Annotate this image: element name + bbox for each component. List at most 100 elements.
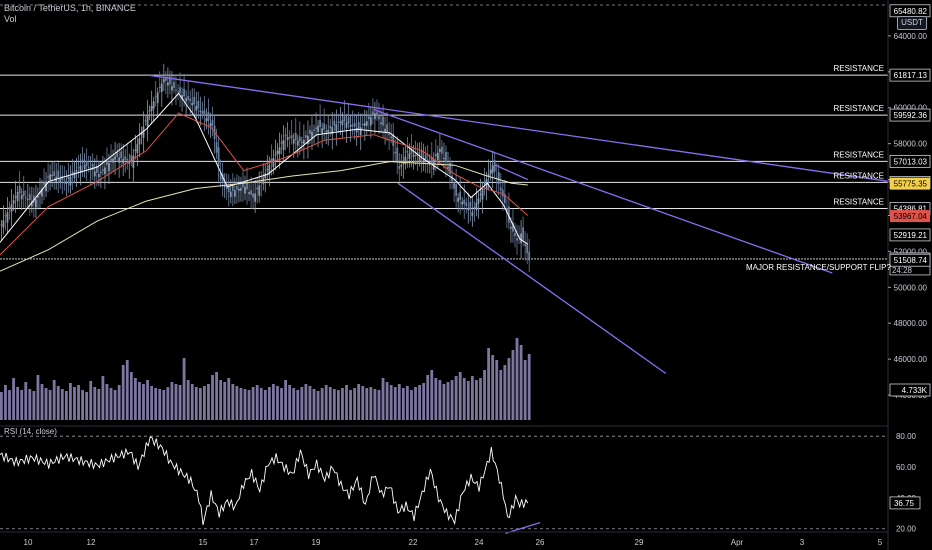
volume-bar [280, 388, 283, 420]
trendline [373, 108, 833, 274]
volume-bar [406, 386, 409, 420]
candle-body [443, 158, 445, 160]
candle-body [453, 183, 455, 189]
rsi-value-label: 36.75 [894, 499, 915, 508]
candle-body [516, 238, 518, 241]
volume-bar [117, 385, 121, 420]
price-marker-label: 53967.04 [894, 212, 928, 221]
candle-body [99, 171, 102, 173]
symbol-title[interactable]: Bitcoin / TetherUS, 1h, BINANCE [4, 3, 136, 13]
candle-body [514, 232, 516, 237]
volume-bar [373, 389, 377, 420]
candle-body [2, 220, 5, 228]
candle-body [6, 212, 9, 223]
price-marker-label: 54386.81 [894, 205, 928, 214]
price-marker-box [890, 210, 930, 223]
candle-body [87, 166, 90, 168]
volume-bar [345, 385, 348, 420]
volume-bar [32, 391, 36, 420]
candle-body [199, 110, 202, 112]
volume-bar [462, 378, 466, 420]
volume-bar [479, 378, 482, 420]
candle-body [321, 128, 324, 134]
price-marker-label: 65480.82 [894, 7, 928, 16]
volume-bar [263, 390, 267, 420]
volume-bar [174, 384, 178, 420]
candle-body [481, 189, 484, 200]
candle-body [4, 215, 7, 217]
price-marker-label: 61817.13 [894, 71, 928, 80]
volume-bar [255, 385, 259, 420]
candle-body [300, 141, 303, 143]
volume-bar [397, 384, 401, 420]
volume-bar [142, 384, 145, 420]
price-tick-label: 60000.00 [894, 104, 928, 113]
candle-body [126, 158, 129, 161]
volume-bar [308, 386, 312, 420]
volume-bar [69, 383, 72, 420]
volume-bar [466, 381, 470, 420]
volume-bar [129, 372, 133, 420]
candle-body [313, 129, 315, 131]
volume-bar [410, 390, 413, 420]
candle-body [319, 119, 322, 128]
candle-body [434, 154, 437, 157]
price-marker-box [889, 154, 931, 168]
volume-bar [28, 389, 32, 420]
volume-bar [475, 380, 478, 420]
volume-bar [186, 380, 190, 420]
level-annotations: RESISTANCE RESISTANCE RESISTANCE RESISTANCE… [746, 64, 891, 272]
level-annotation: RESISTANCE [833, 171, 884, 180]
price-marker-box [889, 228, 931, 242]
candle-body [467, 207, 470, 210]
candle-body [248, 192, 250, 194]
candle-body [317, 125, 319, 133]
candle-body [130, 155, 133, 162]
candle-body [445, 151, 447, 163]
candle-body [351, 124, 354, 126]
candle-body [311, 131, 313, 139]
volume-bar [272, 384, 275, 420]
candle-body [272, 158, 275, 167]
time-tick-label: Apr [731, 538, 744, 547]
candle-body [459, 191, 462, 200]
candle-body [394, 151, 397, 154]
volume-bar [519, 345, 523, 420]
candle-body [274, 154, 277, 156]
candle-body [211, 120, 214, 126]
moving-averages [0, 92, 529, 272]
price-axis[interactable]: 64000.0062000.0060000.0058000.0056000.00… [887, 0, 931, 550]
candle-body [118, 157, 121, 163]
volume-bar [369, 387, 373, 420]
candle-body [418, 156, 421, 162]
volume-bar [523, 360, 527, 420]
volume-bar [414, 387, 417, 420]
volume-bar [60, 389, 64, 420]
candle-body [162, 79, 165, 83]
candle-body [280, 141, 283, 144]
candle-body [203, 109, 206, 116]
candle-body [233, 190, 236, 197]
rsi-label[interactable]: RSI (14, close) [4, 427, 57, 436]
candle-body [294, 132, 297, 140]
currency-badge[interactable]: USDT [897, 16, 927, 30]
trendline [150, 74, 902, 184]
candle-body [164, 76, 167, 81]
candle-body [408, 153, 411, 159]
candle-body [242, 183, 244, 188]
candle-body [487, 174, 490, 177]
volume-label[interactable]: Vol [4, 14, 17, 24]
candle-body [207, 112, 210, 121]
candle-body [144, 120, 147, 122]
candle-body [177, 91, 179, 93]
volume-bar [483, 370, 486, 420]
candle-body [424, 154, 427, 160]
candle-body [392, 134, 395, 146]
candle-body [296, 140, 299, 146]
rsi-tick-label: 80.00 [896, 432, 917, 441]
time-axis[interactable]: 10 12 15 17 19 22 24 26 29 Apr 3 5 [0, 531, 888, 547]
volume-bar [154, 388, 158, 420]
level-annotation: RESISTANCE [833, 198, 884, 207]
